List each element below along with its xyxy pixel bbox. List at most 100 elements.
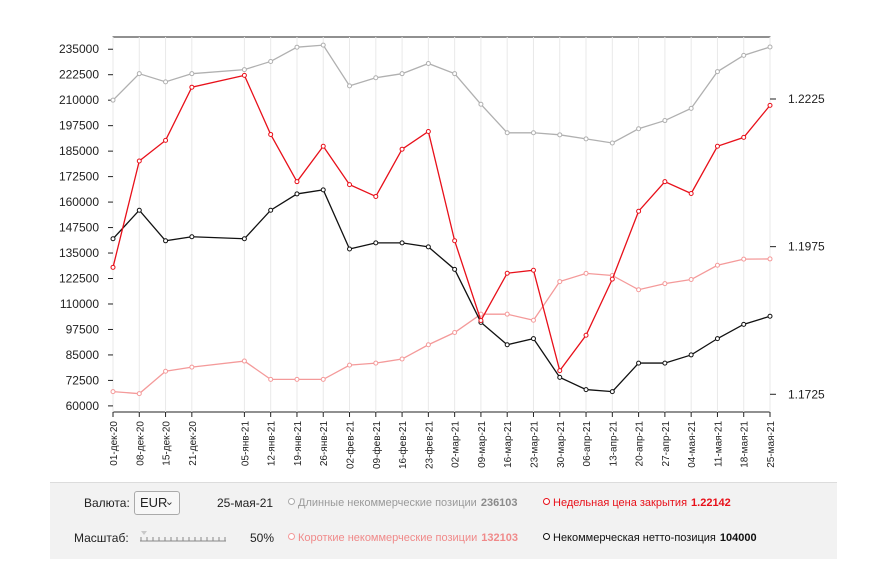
series-line-1 xyxy=(112,258,771,395)
series-point xyxy=(609,140,615,146)
y-left-tick-label: 110000 xyxy=(60,297,99,311)
series-line-0 xyxy=(112,44,771,144)
series-point xyxy=(741,321,747,327)
y-left-tick-label: 85000 xyxy=(66,348,100,362)
series-point xyxy=(425,244,431,250)
series-point xyxy=(399,146,405,152)
series-point xyxy=(767,44,773,50)
report-date: 25-мая-21 xyxy=(217,496,274,510)
series-point xyxy=(241,236,247,242)
series-point xyxy=(189,234,195,240)
x-tick-label: 02-мар-21 xyxy=(451,421,462,468)
series-point xyxy=(163,79,169,85)
series-point xyxy=(399,240,405,246)
y-left-tick-label: 122500 xyxy=(59,272,99,286)
series-point xyxy=(688,352,694,358)
legend-long-positions[interactable]: Длинные некоммерческие позиции 236103 xyxy=(288,497,518,509)
x-tick-label: 25-мая-21 xyxy=(766,421,777,468)
series-point xyxy=(136,158,142,164)
series-point xyxy=(241,72,247,78)
legend-marker-icon xyxy=(288,498,295,505)
series-point xyxy=(504,342,510,348)
x-tick-label: 09-фев-21 xyxy=(371,421,383,469)
series-point xyxy=(767,102,773,108)
series-point xyxy=(425,60,431,66)
y-left-tick-label: 210000 xyxy=(59,93,99,107)
legend-net-position[interactable]: Некоммерческая нетто-позиция 104000 xyxy=(543,532,757,544)
x-tick-label: 23-мар-21 xyxy=(529,421,540,468)
legend-marker-icon xyxy=(543,498,550,505)
series-point xyxy=(504,311,510,317)
x-tick-label: 16-фев-21 xyxy=(397,421,409,469)
cot-line-chart: 235000 222500 210000 197500 185000 172500 1600… xyxy=(59,36,825,469)
series-point xyxy=(609,276,615,282)
series-point xyxy=(583,387,589,393)
legend-weekly-close[interactable]: Недельная цена закрытия 1.22142 xyxy=(543,497,731,509)
x-tick-label: 19-янв-21 xyxy=(293,421,304,467)
controls-panel xyxy=(50,482,837,559)
currency-label: Валюта: xyxy=(84,496,130,510)
series-point xyxy=(373,240,379,246)
y-right-tick-label: 1.2225 xyxy=(788,92,825,106)
legend-marker-icon xyxy=(543,533,550,540)
series-point xyxy=(136,71,142,77)
y-left-tick-label: 135000 xyxy=(59,246,99,260)
series-point xyxy=(189,71,195,77)
x-tick-label: 02-фев-21 xyxy=(345,421,357,469)
series-point xyxy=(241,358,247,364)
scale-label: Масштаб: xyxy=(74,531,129,545)
series-point xyxy=(399,356,405,362)
currency-select[interactable]: EUR ⌄ xyxy=(134,491,180,515)
series-point xyxy=(662,360,668,366)
series-point xyxy=(347,362,353,368)
scale-slider[interactable] xyxy=(140,531,226,543)
x-tick-label: 18-мая-21 xyxy=(740,421,751,468)
y-right-tick-label: 1.1725 xyxy=(788,387,825,401)
series-point xyxy=(557,279,563,285)
currency-value: EUR xyxy=(140,495,168,510)
series-point xyxy=(636,360,642,366)
series-point xyxy=(268,376,274,382)
x-tick-label: 16-мар-21 xyxy=(503,421,514,468)
x-tick-label: 30-мар-21 xyxy=(556,421,567,468)
x-tick-label: 15-дек-20 xyxy=(162,421,173,466)
series-point xyxy=(583,332,589,338)
legend-short-positions[interactable]: Короткие некоммерческие позиции 132103 xyxy=(288,532,518,544)
y-left-tick-label: 222500 xyxy=(59,68,99,82)
x-tick-label: 11-мая-21 xyxy=(713,421,724,467)
series-point xyxy=(320,42,326,48)
series-line-3 xyxy=(112,74,771,373)
series-point xyxy=(636,287,642,293)
series-point xyxy=(452,71,458,77)
series-point xyxy=(636,126,642,132)
series-point xyxy=(741,256,747,262)
series-point xyxy=(688,190,694,196)
series-point xyxy=(294,376,300,382)
series-point xyxy=(583,136,589,142)
plot-frame xyxy=(112,36,771,413)
x-tick-label: 05-янв-21 xyxy=(240,421,251,467)
series-point xyxy=(741,134,747,140)
x-tick-label: 08-дек-20 xyxy=(135,421,146,466)
x-tick-label: 20-апр-21 xyxy=(635,421,646,467)
series-point xyxy=(294,44,300,50)
series-point xyxy=(504,130,510,136)
series-point xyxy=(557,374,563,380)
series-point xyxy=(530,267,536,273)
y-left-tick-label: 160000 xyxy=(59,195,99,209)
legend-marker-icon xyxy=(288,533,295,540)
y-left-tick-label: 172500 xyxy=(59,170,99,184)
slider-handle[interactable] xyxy=(141,531,147,535)
series-point xyxy=(530,130,536,136)
legend-short-label: Короткие некоммерческие позиции xyxy=(298,532,478,544)
x-tick-label: 26-янв-21 xyxy=(319,421,330,467)
series-point xyxy=(714,262,720,268)
legend-net-label: Некоммерческая нетто-позиция xyxy=(553,532,716,544)
series-point xyxy=(268,131,274,137)
series-point xyxy=(241,67,247,73)
series-point xyxy=(714,336,720,342)
series-point xyxy=(136,207,142,213)
series-point xyxy=(373,360,379,366)
y-right-tick-label: 1.1975 xyxy=(788,240,825,254)
series-point xyxy=(767,313,773,319)
